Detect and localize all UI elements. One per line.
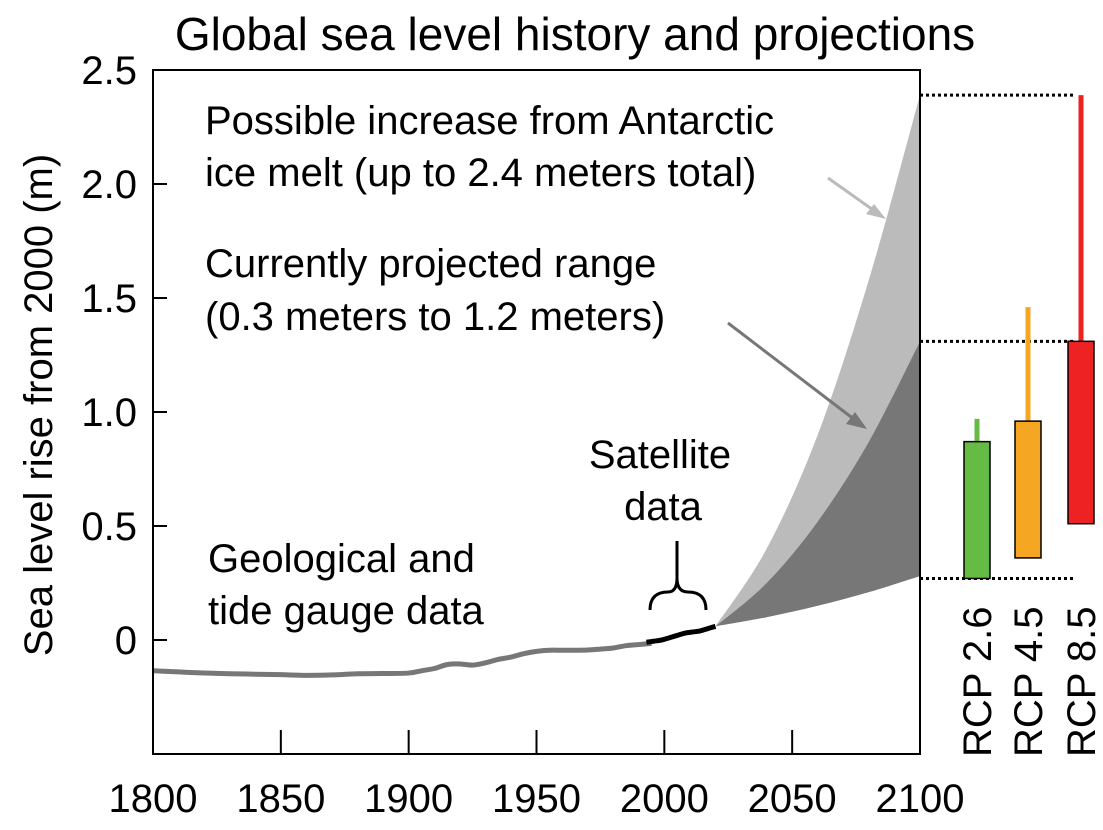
antarctic-range-area bbox=[715, 95, 920, 627]
x-tick-label: 1850 bbox=[236, 777, 325, 821]
annotation-projected: Currently projected range (0.3 meters to… bbox=[205, 242, 867, 429]
projection-areas bbox=[715, 95, 920, 627]
annotation-antarctic-line2: ice melt (up to 2.4 meters total) bbox=[205, 151, 756, 195]
y-tick-label: 0 bbox=[115, 619, 137, 663]
annotation-satellite-line1: Satellite bbox=[589, 433, 731, 477]
annotation-geological-line1: Geological and bbox=[208, 537, 475, 581]
x-axis: 1800 1850 1900 1950 2000 2050 2100 bbox=[109, 730, 965, 821]
annotation-geological-line2: tide gauge data bbox=[208, 589, 485, 633]
historical-line bbox=[152, 640, 652, 678]
x-tick-label: 1800 bbox=[109, 777, 198, 821]
rcp-bar bbox=[1067, 340, 1095, 525]
annotation-antarctic-line1: Possible increase from Antarctic bbox=[205, 99, 774, 143]
annotation-antarctic-arrowhead bbox=[866, 204, 886, 219]
annotation-antarctic: Possible increase from Antarctic ice mel… bbox=[205, 99, 886, 219]
annotation-projected-line2: (0.3 meters to 1.2 meters) bbox=[205, 295, 665, 339]
reference-lines bbox=[920, 93, 1075, 580]
y-tick-label: 1.0 bbox=[81, 391, 137, 435]
rcp-bars: RCP 2.6 RCP 4.5 RCP 8.5 bbox=[956, 95, 1103, 757]
rcp-bar-label: RCP 4.5 bbox=[1007, 607, 1051, 757]
y-tick-label: 1.5 bbox=[81, 277, 137, 321]
annotation-satellite: Satellite data bbox=[589, 433, 731, 611]
x-tick-label: 2050 bbox=[748, 777, 837, 821]
rcp-bar bbox=[963, 440, 991, 580]
annotation-satellite-line2: data bbox=[624, 485, 703, 529]
chart-title: Global sea level history and projections bbox=[175, 8, 975, 60]
y-axis: 0 0.5 1.0 1.5 2.0 2.5 bbox=[81, 49, 167, 663]
x-tick-label: 1950 bbox=[492, 777, 581, 821]
annotation-antarctic-arrow bbox=[827, 176, 877, 214]
x-tick-label: 1900 bbox=[364, 777, 453, 821]
projected-range-area bbox=[715, 341, 920, 627]
y-tick-label: 2.0 bbox=[81, 163, 137, 207]
annotation-projected-arrow bbox=[727, 321, 856, 422]
annotation-projected-line1: Currently projected range bbox=[205, 242, 656, 286]
rcp-bar-label: RCP 2.6 bbox=[956, 607, 1000, 757]
y-tick-label: 0.5 bbox=[81, 505, 137, 549]
x-tick-label: 2000 bbox=[620, 777, 709, 821]
rcp-bar bbox=[1014, 420, 1042, 559]
x-tick-label: 2100 bbox=[876, 777, 965, 821]
satellite-line bbox=[646, 623, 717, 645]
observed-lines bbox=[152, 623, 717, 678]
annotation-projected-arrowhead bbox=[846, 412, 867, 429]
satellite-brace bbox=[648, 541, 708, 611]
y-tick-label: 2.5 bbox=[81, 49, 137, 93]
annotation-geological: Geological and tide gauge data bbox=[208, 537, 485, 633]
y-axis-label: Sea level rise from 2000 (m) bbox=[17, 154, 61, 656]
rcp-bar-label: RCP 8.5 bbox=[1060, 607, 1103, 757]
